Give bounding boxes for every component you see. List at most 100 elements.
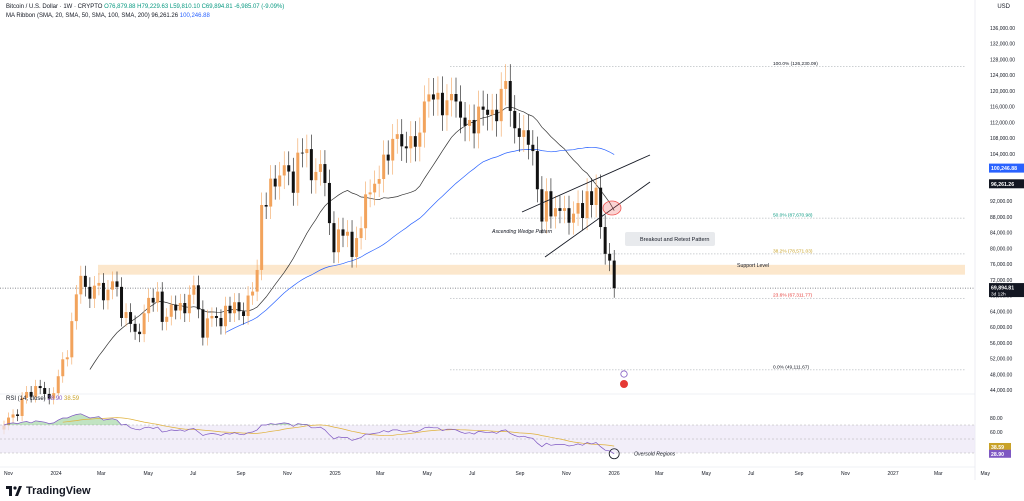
candle	[228, 296, 232, 322]
candle	[174, 295, 178, 320]
candle	[120, 277, 124, 327]
x-tick-label: May	[702, 471, 712, 477]
candle	[481, 90, 485, 126]
candle-body	[558, 208, 562, 211]
candle	[318, 150, 322, 186]
candle-body	[305, 149, 309, 154]
x-tick-label: Jul	[190, 471, 196, 477]
candle-body	[422, 101, 426, 133]
legend-ma-ribbon[interactable]: MA Ribbon (SMA, 20, SMA, 50, SMA, 100, S…	[6, 13, 210, 19]
y-tick-label: 48,000.00	[990, 372, 1012, 378]
y-tick-label: 124,000.00	[990, 73, 1015, 79]
candle-body	[495, 109, 499, 122]
candle	[233, 293, 237, 322]
candle	[377, 165, 381, 198]
candle	[291, 157, 295, 206]
x-tick-label: 2026	[609, 471, 620, 477]
candle-body	[359, 228, 363, 239]
candle-body	[309, 149, 313, 181]
rsi-tick-label: 80.00	[990, 416, 1003, 422]
candle	[526, 115, 530, 160]
ma-value-2: 100,246.88	[179, 13, 210, 19]
candle-body	[260, 205, 264, 270]
candle	[79, 265, 83, 304]
candle	[205, 309, 209, 346]
candle-body	[454, 94, 458, 102]
y-tick-label: 80,000.00	[990, 246, 1012, 252]
candle	[255, 259, 259, 302]
x-tick-label: Jul	[748, 471, 754, 477]
candle-body	[242, 311, 246, 316]
oversold-label: Oversold Regions	[634, 451, 676, 457]
candle-body	[553, 208, 557, 217]
candle	[97, 273, 101, 296]
x-tick-label: Jul	[469, 471, 475, 477]
candle-body	[219, 317, 223, 327]
retest-circle	[602, 200, 622, 216]
candle	[305, 134, 309, 168]
candle	[544, 178, 548, 234]
flag-event-icon	[620, 380, 628, 388]
candle-body	[540, 189, 544, 222]
fib-level-label: 100.0% (126,230.09)	[773, 61, 818, 67]
tradingview-brand[interactable]: TradingView	[6, 485, 91, 497]
legend-rsi[interactable]: RSI (14, close) 28.90 38.59	[6, 396, 79, 402]
candle	[490, 93, 494, 131]
candle	[508, 64, 512, 127]
candle-body	[233, 302, 237, 314]
candle-body	[264, 205, 268, 207]
candle-body	[350, 231, 354, 257]
oversold-circle	[608, 448, 620, 460]
rsi-ma-value: 38.59	[64, 396, 80, 402]
ohlc-open: O76,879.88	[104, 4, 136, 10]
candle-body	[445, 100, 449, 116]
candle	[242, 302, 246, 325]
sma-50-line	[225, 147, 615, 333]
candle-body	[210, 316, 214, 319]
x-tick-label: 2024	[51, 471, 62, 477]
candle	[463, 102, 467, 142]
candle-body	[517, 128, 521, 137]
x-tick-label: Mar	[97, 471, 106, 477]
candle-body	[431, 94, 435, 100]
currency-label[interactable]: USD	[997, 4, 1010, 10]
x-tick-label: Nov	[841, 471, 850, 477]
candle	[431, 77, 435, 116]
candle	[567, 195, 571, 235]
ohlc-low: L59,810.10	[169, 4, 200, 10]
x-tick-label: Nov	[4, 471, 13, 477]
candle-body	[504, 81, 508, 89]
candle	[223, 296, 227, 335]
wedge-pattern-label: Ascending Wedge Pattern	[491, 229, 552, 235]
candle-body	[56, 376, 60, 394]
candle-body	[237, 302, 241, 312]
candle-body	[287, 165, 291, 172]
x-tick-label: Sep	[516, 471, 525, 477]
candle	[210, 307, 214, 327]
y-tick-label: 112,000.00	[990, 120, 1015, 126]
candle	[585, 178, 589, 231]
price-tag-sub: 3d 12h	[991, 292, 1006, 298]
candle-body	[531, 144, 535, 152]
y-tick-label: 76,000.00	[990, 262, 1012, 268]
candle	[599, 174, 603, 239]
rsi-tag-box	[989, 442, 1011, 451]
candle	[101, 273, 105, 310]
support-level-label: Support Level	[737, 263, 769, 269]
candle	[196, 275, 200, 319]
candle	[427, 77, 431, 118]
y-tick-label: 44,000.00	[990, 388, 1012, 394]
x-tick-label: 2025	[330, 471, 341, 477]
rsi-ma-line	[62, 417, 615, 447]
candle-body	[255, 269, 259, 292]
x-tick-label: Sep	[237, 471, 246, 477]
rsi-value: 28.90	[47, 396, 63, 402]
y-tick-label: 88,000.00	[990, 215, 1012, 221]
candle-body	[196, 285, 200, 310]
candle-body	[124, 312, 128, 318]
candle	[43, 381, 47, 400]
candle-body	[314, 171, 318, 181]
candle-body	[535, 151, 539, 190]
candle	[531, 130, 535, 166]
